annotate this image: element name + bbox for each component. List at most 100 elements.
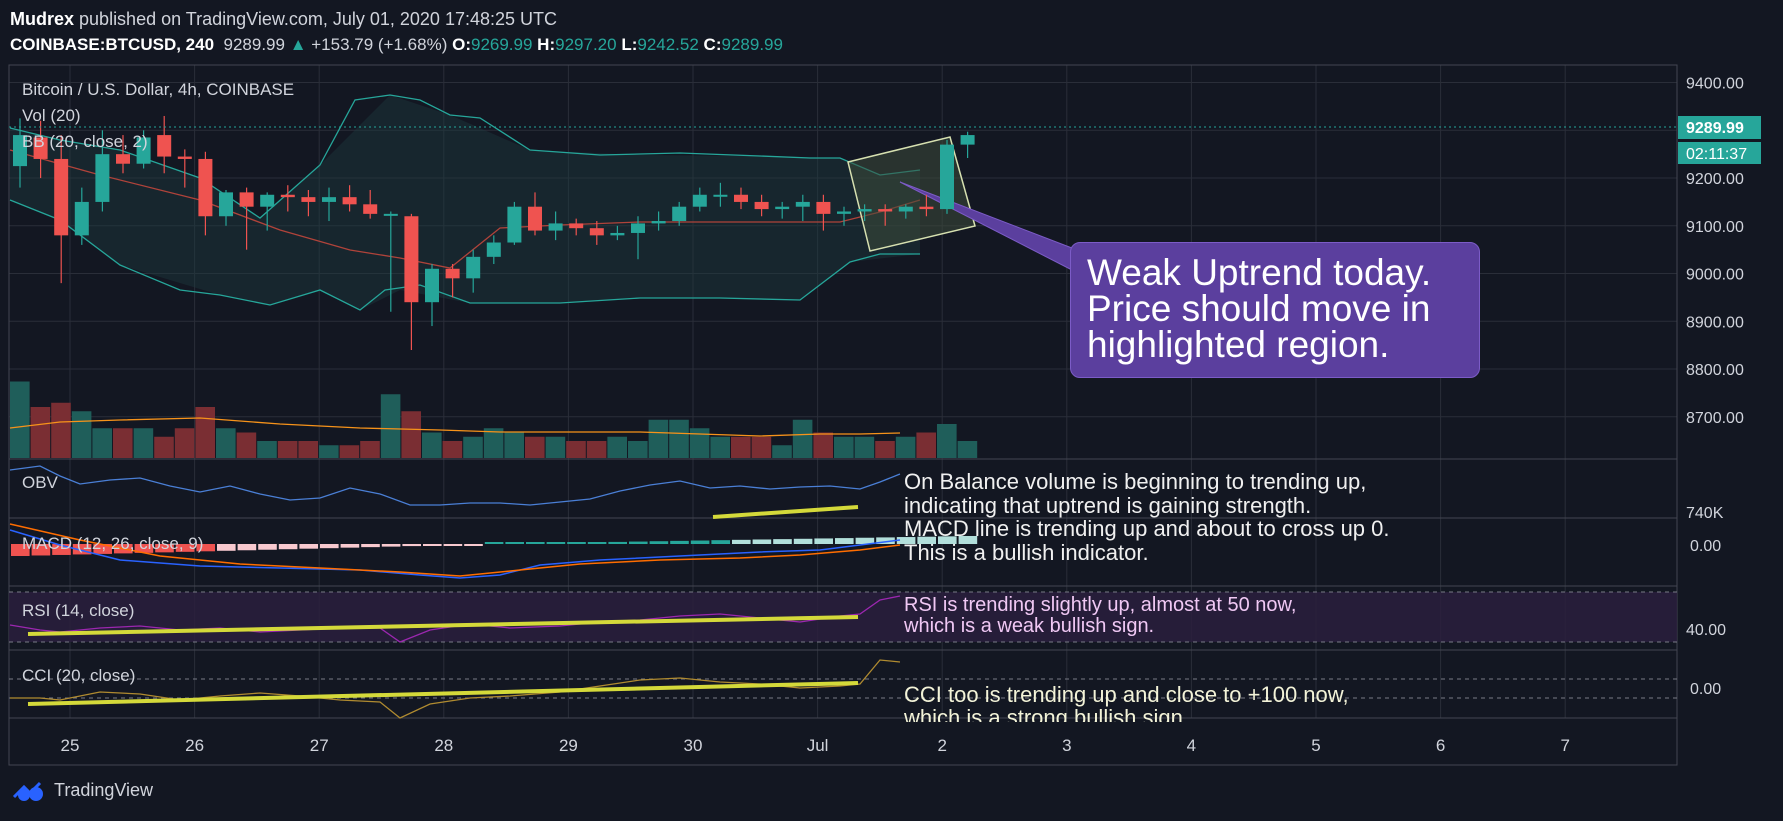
macd-note-line-1: MACD line is trending up and about to cr… — [904, 516, 1390, 541]
chart-title: Bitcoin / U.S. Dollar, 4h, COINBASE — [22, 80, 295, 99]
volume-bar — [545, 436, 566, 458]
last-price-tag-bg — [1678, 116, 1761, 139]
publish-line: Mudrex published on TradingView.com, Jul… — [10, 6, 783, 32]
tradingview-brand[interactable]: TradingView — [12, 780, 153, 801]
macd-histogram-bar — [278, 544, 298, 550]
volume-ma-line — [9, 417, 901, 437]
candle-body — [239, 192, 254, 207]
low-label: L: — [621, 35, 638, 54]
candle-body — [507, 206, 522, 243]
volume-bar — [339, 445, 360, 458]
volume-bar — [834, 436, 854, 458]
candle-body — [219, 192, 233, 217]
macd-histogram-bar — [567, 542, 586, 544]
volume-bar — [154, 436, 174, 458]
candle-body — [754, 201, 769, 210]
volume-bar — [71, 411, 92, 458]
price-tick-label: 9400.00 — [1686, 76, 1744, 93]
time-tick-label: 28 — [434, 736, 453, 755]
macd-histogram-bar — [752, 539, 772, 544]
price-tick-label: 9200.00 — [1686, 171, 1744, 188]
macd-histogram-bar — [587, 542, 607, 544]
candle-body — [301, 197, 316, 202]
macd-histogram-bar — [340, 544, 360, 548]
macd-histogram-bar — [711, 540, 730, 544]
cci-axis-tick: 0.00 — [1690, 681, 1721, 698]
macd-histogram-bar — [464, 544, 483, 546]
time-axis: 25 26 27 28 29 30 Jul 2 3 4 5 6 7 — [61, 736, 1570, 755]
time-tick-label: 6 — [1436, 736, 1445, 755]
time-tick-label: 27 — [310, 736, 329, 755]
macd-histogram-bar — [835, 538, 854, 544]
volume-bar — [607, 436, 627, 458]
macd-histogram-bar — [732, 539, 751, 544]
time-tick-label: 3 — [1062, 736, 1071, 755]
candle-body — [322, 197, 336, 202]
volume-bar — [628, 441, 648, 458]
obv-note-line-1: On Balance volume is beginning to trendi… — [904, 469, 1367, 494]
ohlc-line: COINBASE:BTCUSD, 240 9289.99 ▲ +153.79 (… — [10, 32, 783, 58]
bb-legend: BB (20, close, 2) — [22, 132, 148, 151]
macd-histogram-bar — [649, 541, 669, 544]
volume-bar — [937, 424, 957, 458]
time-tick-label: 29 — [559, 736, 578, 755]
volume-bar — [504, 432, 524, 458]
price-tick-label: 8800.00 — [1686, 362, 1744, 379]
macd-histogram-bar — [72, 544, 92, 555]
macd-legend: MACD (12, 26, close, 9) — [22, 534, 204, 553]
candle-body — [734, 194, 748, 202]
candle-body — [940, 144, 954, 210]
macd-axis-tick: 0.00 — [1690, 538, 1721, 555]
macd-histogram-bar — [11, 544, 30, 556]
volume-bar — [875, 441, 895, 458]
macd-histogram-bar — [155, 544, 174, 553]
candle-body — [198, 158, 213, 217]
time-tick-label: 25 — [61, 736, 80, 755]
volume-bar — [710, 436, 730, 458]
highlight-region — [847, 136, 976, 252]
cci-note-line-2: which is a strong bullish sign — [904, 706, 1183, 722]
macd-histogram-bar — [93, 544, 112, 554]
macd-histogram-bar — [299, 544, 318, 549]
volume-bar — [401, 411, 421, 458]
macd-histogram-bar — [381, 544, 401, 547]
volume-bar — [92, 428, 112, 458]
volume-bar — [277, 441, 298, 458]
volume-bar — [380, 394, 401, 458]
candle-body — [13, 135, 27, 167]
macd-histogram-bar — [402, 544, 421, 547]
candle-body — [960, 135, 975, 145]
candle-body — [486, 242, 501, 257]
last-price-tag: 9289.99 — [1686, 120, 1744, 137]
price-tick-label: 8900.00 — [1686, 314, 1744, 331]
price-tick-label: 9000.00 — [1686, 267, 1744, 284]
countdown-tag-bg — [1678, 142, 1761, 164]
macd-histogram-bar — [134, 544, 154, 553]
volume-bar — [669, 419, 689, 458]
macd-histogram-bar — [670, 540, 689, 544]
published-text: published on TradingView.com, July 01, 2… — [79, 9, 557, 29]
macd-histogram-bar — [31, 544, 51, 556]
candles — [13, 115, 975, 350]
obv-axis-tick: 740K — [1686, 505, 1724, 522]
time-tick-label: 5 — [1311, 736, 1320, 755]
macd-histogram-bar — [505, 542, 524, 544]
chart-header: Mudrex published on TradingView.com, Jul… — [10, 6, 783, 58]
macd-histogram-bar — [938, 536, 957, 544]
candle-body — [898, 206, 913, 212]
volume-bar — [463, 436, 483, 458]
candle-body — [136, 137, 151, 164]
high-value: 9297.20 — [555, 35, 617, 54]
candle-body — [404, 216, 419, 303]
volume-bar — [51, 402, 71, 458]
macd-histogram-bar — [484, 542, 504, 544]
macd-histogram-bar — [876, 537, 895, 544]
volume-bar — [813, 432, 833, 458]
candle-body — [692, 194, 707, 207]
candle-body — [363, 204, 378, 214]
candle-body — [857, 209, 872, 212]
cci-legend: CCI (20, close) — [22, 666, 136, 685]
candle-body — [631, 223, 645, 233]
macd-histogram-bar — [526, 542, 545, 544]
